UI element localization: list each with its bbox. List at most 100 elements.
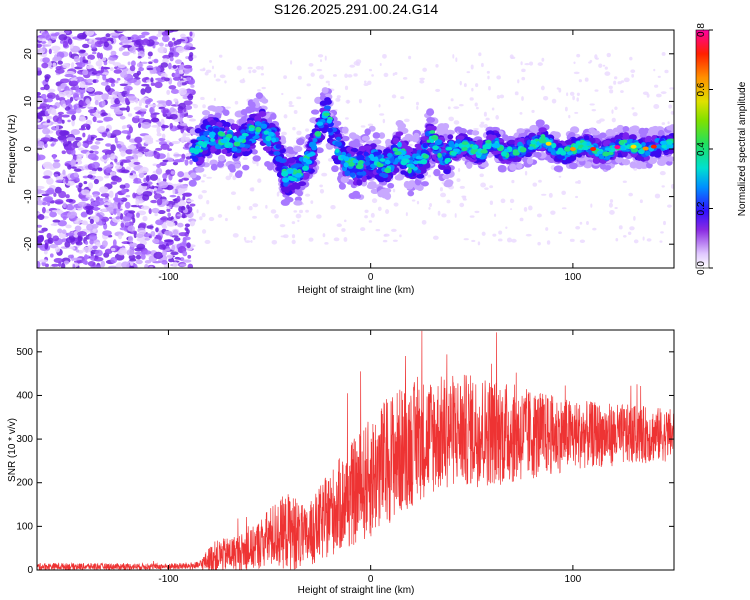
noise-cell <box>54 246 61 253</box>
noise-cell <box>183 192 193 197</box>
noise-cell <box>171 244 176 251</box>
faint-cell <box>519 217 524 222</box>
faint-cell <box>308 63 314 67</box>
faint-cell <box>230 191 237 196</box>
noise-cell <box>114 66 119 70</box>
faint-cell <box>497 238 503 242</box>
noise-cell <box>105 33 111 38</box>
faint-cell <box>291 239 296 245</box>
ridge-cell <box>445 157 452 163</box>
y-tick-label: 0 <box>27 565 33 576</box>
noise-cell <box>53 159 60 163</box>
noise-cell <box>141 148 150 153</box>
noise-cell <box>96 120 104 124</box>
noise-cell <box>178 69 184 75</box>
noise-cell <box>147 56 152 60</box>
noise-cell <box>42 44 46 52</box>
faint-cell <box>371 74 374 77</box>
faint-cell <box>664 69 669 74</box>
faint-cell <box>537 241 541 246</box>
ridge-cell <box>529 124 539 133</box>
faint-cell <box>478 52 482 57</box>
faint-cell <box>517 79 520 84</box>
noise-cell <box>86 208 94 215</box>
noise-cell <box>108 265 119 268</box>
noise-cell <box>164 43 169 47</box>
faint-cell <box>642 91 649 95</box>
ridge-cell <box>221 148 228 155</box>
ridge-cell <box>352 159 359 164</box>
faint-cell <box>546 240 551 245</box>
faint-cell <box>441 213 447 218</box>
noise-cell <box>42 122 52 126</box>
ridge-cell <box>287 157 296 164</box>
ridge-cell <box>236 170 243 176</box>
faint-cell <box>627 231 632 235</box>
noise-cell <box>127 145 137 150</box>
faint-cell <box>206 199 210 205</box>
noise-cell <box>138 172 145 178</box>
noise-cell <box>77 141 82 147</box>
noise-cell <box>186 76 191 81</box>
noise-cell <box>64 73 74 78</box>
faint-cell <box>201 190 207 194</box>
noise-cell <box>125 156 134 160</box>
faint-cell <box>232 233 239 238</box>
noise-cell <box>46 119 51 123</box>
faint-cell <box>353 73 358 77</box>
faint-cell <box>572 95 575 101</box>
noise-cell <box>166 89 171 95</box>
faint-cell <box>347 99 350 104</box>
noise-cell <box>167 217 173 221</box>
noise-cell <box>110 181 118 185</box>
noise-cell <box>110 104 120 108</box>
noise-cell <box>141 31 150 36</box>
ridge-cell <box>340 176 350 184</box>
faint-cell <box>193 104 199 109</box>
noise-cell <box>87 174 93 179</box>
noise-cell <box>130 34 139 42</box>
faint-cell <box>661 185 665 188</box>
noise-cell <box>110 82 116 87</box>
ridge-cell <box>397 155 405 160</box>
ridge-cell <box>669 124 674 132</box>
ridge-cell <box>242 164 250 171</box>
noise-cell <box>167 148 172 152</box>
noise-cell <box>186 242 191 249</box>
noise-cell <box>82 175 89 179</box>
noise-cell <box>91 161 100 169</box>
ridge-cell <box>326 118 332 124</box>
noise-cell <box>75 249 80 253</box>
noise-cell <box>66 137 76 142</box>
faint-cell <box>391 228 397 232</box>
faint-cell <box>480 121 485 125</box>
faint-cell <box>252 69 257 74</box>
faint-cell <box>541 57 545 62</box>
noise-cell <box>94 249 103 257</box>
noise-cell <box>50 108 57 116</box>
faint-cell <box>206 157 210 163</box>
noise-cell <box>84 38 90 42</box>
noise-cell <box>106 131 111 139</box>
noise-cell <box>37 243 45 248</box>
ridge-cell <box>644 150 651 156</box>
ridge-cell <box>422 142 428 149</box>
ridge-cell <box>415 155 423 160</box>
ridge-cell <box>284 186 290 194</box>
noise-cell <box>170 251 179 256</box>
noise-cell <box>153 187 157 191</box>
faint-cell <box>541 193 547 196</box>
noise-cell <box>73 168 82 172</box>
noise-cell <box>82 59 89 63</box>
faint-cell <box>364 80 367 84</box>
noise-cell <box>44 110 49 116</box>
ridge-cell <box>247 101 256 107</box>
noise-cell <box>40 137 50 142</box>
ridge-cell <box>378 132 386 139</box>
faint-cell <box>394 71 398 75</box>
faint-cell <box>579 239 586 243</box>
noise-cell <box>162 159 169 163</box>
faint-cell <box>575 225 581 230</box>
faint-cell <box>461 195 467 198</box>
noise-cell <box>148 104 157 107</box>
